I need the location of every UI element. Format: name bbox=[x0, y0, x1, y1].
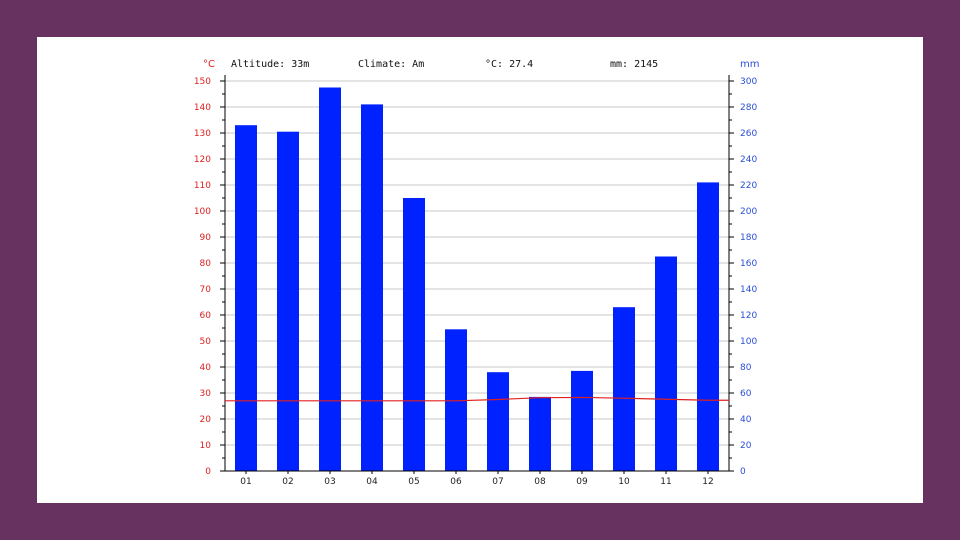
right-tick-label: 80 bbox=[740, 363, 752, 373]
precipitation-bar bbox=[277, 131, 299, 471]
altitude-label: Altitude: 33m bbox=[231, 59, 309, 70]
x-tick-label: 03 bbox=[324, 477, 335, 487]
x-tick-label: 08 bbox=[534, 477, 546, 487]
right-tick-label: 180 bbox=[740, 233, 757, 243]
left-axis-ticks: 0 10 20 30 40 50 60 70 80 90 100 110 120 130 140 150 bbox=[194, 77, 211, 477]
temperature-line-group bbox=[225, 396, 729, 402]
left-tick-label: 130 bbox=[194, 129, 211, 139]
x-tick-label: 06 bbox=[450, 477, 462, 487]
right-tick-label: 220 bbox=[740, 181, 757, 191]
x-tick-label: 09 bbox=[576, 477, 588, 487]
right-tick-label: 260 bbox=[740, 129, 757, 139]
right-axis-ticks: 0 20 40 60 80 100 120 140 160 180 200 220 240 260 280 3… bbox=[740, 77, 757, 477]
right-tick-label: 240 bbox=[740, 155, 757, 165]
left-axis-unit: °C bbox=[203, 59, 215, 70]
right-tick-label: 300 bbox=[740, 77, 757, 87]
precipitation-bar bbox=[571, 370, 593, 471]
temperature-line bbox=[225, 396, 729, 402]
precipitation-bar bbox=[655, 256, 677, 471]
left-tick-label: 20 bbox=[200, 415, 212, 425]
left-tick-label: 60 bbox=[200, 311, 212, 321]
right-tick-label: 40 bbox=[740, 415, 752, 425]
annual-precipitation-label: mm: 2145 bbox=[610, 59, 658, 70]
left-tick-label: 80 bbox=[200, 259, 212, 269]
precipitation-bar bbox=[445, 329, 467, 471]
x-tick-label: 01 bbox=[240, 477, 251, 487]
precipitation-bar bbox=[529, 396, 551, 471]
left-tick-label: 40 bbox=[200, 363, 212, 373]
left-tick-label: 100 bbox=[194, 207, 211, 217]
right-axis-unit: mm bbox=[740, 59, 759, 70]
x-tick-label: 04 bbox=[366, 477, 378, 487]
precipitation-bar bbox=[613, 307, 635, 471]
right-tick-label: 200 bbox=[740, 207, 757, 217]
right-tick-label: 60 bbox=[740, 389, 752, 399]
left-tick-label: 150 bbox=[194, 77, 211, 87]
left-tick-label: 30 bbox=[200, 389, 212, 399]
left-tick-label: 50 bbox=[200, 337, 212, 347]
climate-label: Climate: Am bbox=[358, 59, 424, 70]
right-tick-label: 20 bbox=[740, 441, 752, 451]
x-tick-label: 05 bbox=[408, 477, 419, 487]
right-tick-label: 280 bbox=[740, 103, 757, 113]
x-axis-ticks: 01 02 03 04 05 06 07 08 09 10 11 12 bbox=[240, 477, 713, 487]
precipitation-bar bbox=[697, 182, 719, 471]
x-tick-label: 11 bbox=[660, 477, 671, 487]
left-tick-label: 0 bbox=[205, 467, 211, 477]
precipitation-bar bbox=[319, 87, 341, 471]
grid-lines bbox=[225, 80, 729, 446]
x-tick-label: 02 bbox=[282, 477, 293, 487]
left-tick-label: 10 bbox=[200, 441, 212, 451]
left-tick-label: 110 bbox=[194, 181, 211, 191]
x-tick-label: 10 bbox=[618, 477, 630, 487]
right-tick-label: 100 bbox=[740, 337, 757, 347]
precipitation-bar bbox=[361, 104, 383, 472]
left-tick-label: 120 bbox=[194, 155, 211, 165]
left-tick-label: 90 bbox=[200, 233, 212, 243]
right-tick-label: 0 bbox=[740, 467, 746, 477]
x-tick-label: 07 bbox=[492, 477, 503, 487]
right-tick-label: 140 bbox=[740, 285, 757, 295]
left-tick-label: 140 bbox=[194, 103, 211, 113]
left-tick-label: 70 bbox=[200, 285, 212, 295]
precipitation-bar bbox=[487, 372, 509, 471]
x-tick-label: 12 bbox=[702, 477, 713, 487]
right-tick-label: 120 bbox=[740, 311, 757, 321]
mean-temperature-label: °C: 27.4 bbox=[485, 59, 533, 70]
right-tick-label: 160 bbox=[740, 259, 757, 269]
precipitation-bar bbox=[403, 198, 425, 471]
axes bbox=[220, 75, 734, 474]
precipitation-bars bbox=[235, 87, 719, 472]
precipitation-bar bbox=[235, 125, 257, 471]
